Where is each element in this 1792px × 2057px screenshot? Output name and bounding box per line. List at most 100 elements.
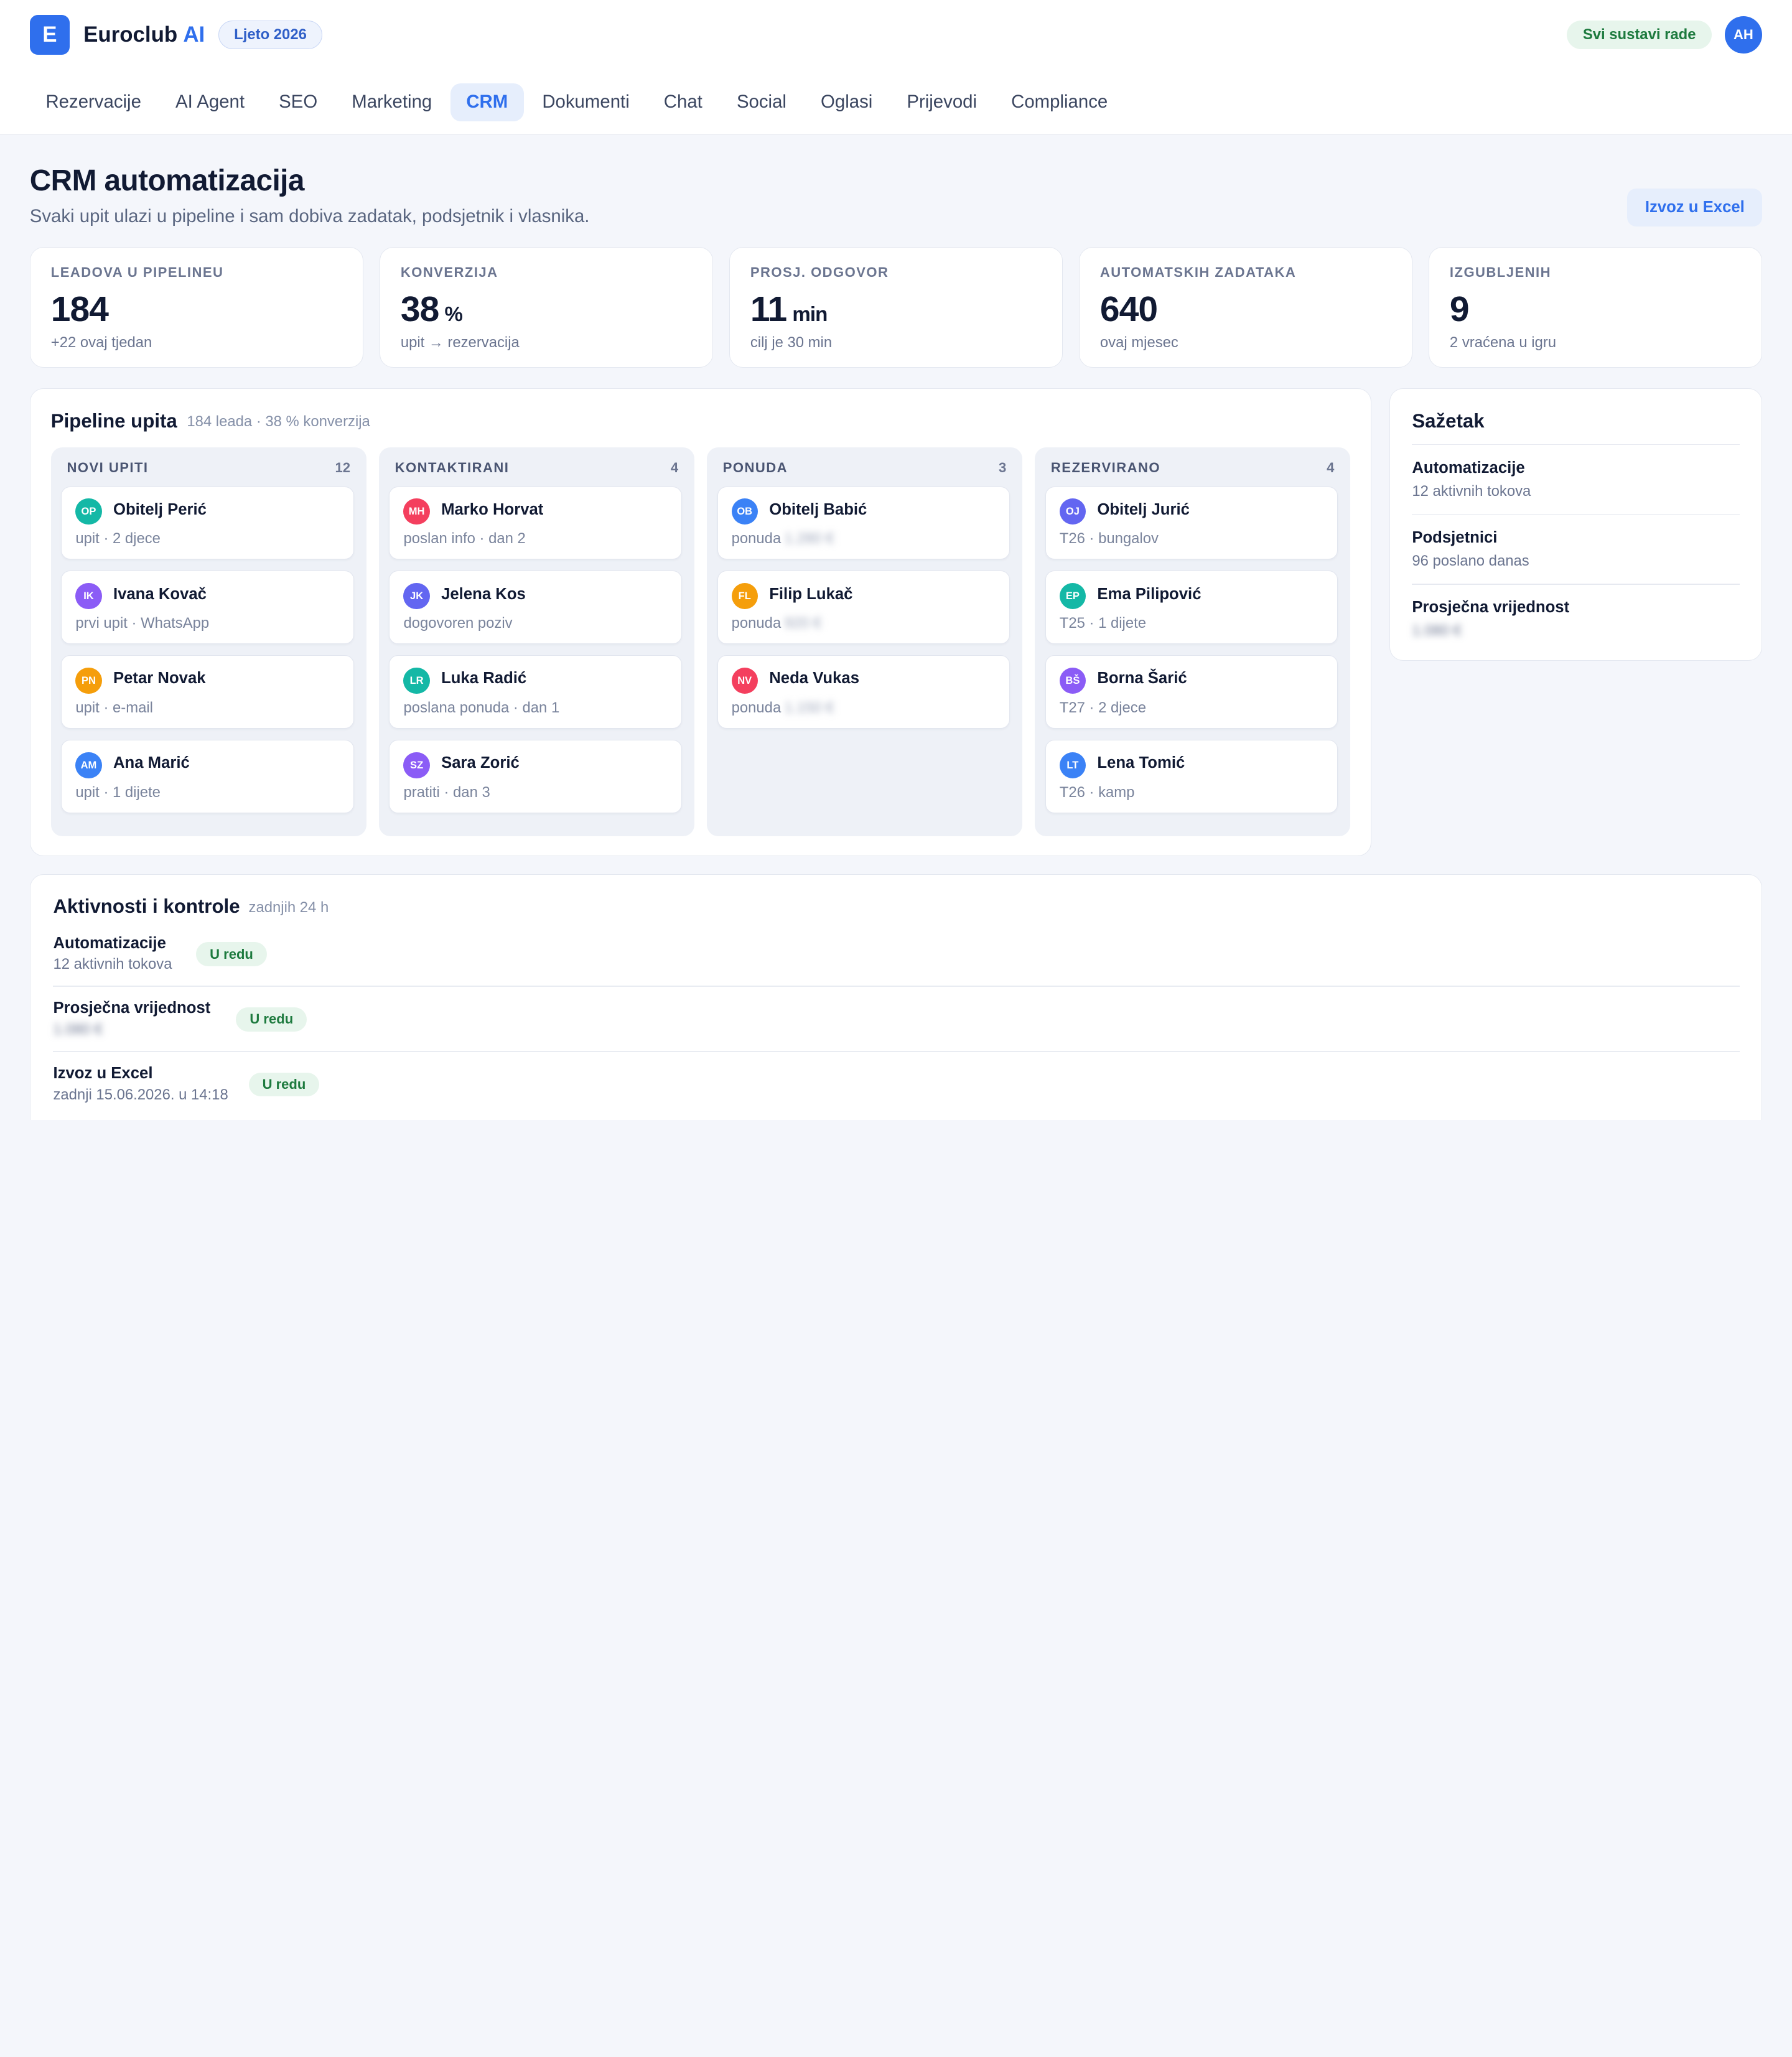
stat-card-lost: IZGUBLJENIH 9 2 vraćena u igru — [1428, 246, 1763, 368]
stat-label: AUTOMATSKIH ZADATAKA — [1099, 264, 1297, 281]
activity-row-title: Automatizacije — [53, 934, 166, 952]
activity-row-detail: 1.080 € — [53, 1021, 103, 1038]
activity-panel: Aktivnosti i kontrole zadnjih 24 h Autom… — [29, 874, 1763, 1120]
summary-panel: Sažetak Automatizacije 12 aktivnih tokov… — [1389, 388, 1763, 661]
lead-card[interactable]: NV Neda Vukas ponuda 1.150 € — [717, 655, 1010, 729]
lead-detail: poslana ponuda · dan 1 — [403, 699, 560, 717]
status-badge: U redu — [236, 1007, 307, 1032]
lead-name: Jelena Kos — [441, 585, 526, 603]
hidden-value: 1.280 € — [784, 530, 834, 548]
page-subtitle: Svaki upit ulazi u pipeline i sam dobiva… — [29, 205, 590, 226]
stat-note: cilj je 30 min — [750, 334, 833, 352]
pipeline-column-kontaktirani: KONTAKTIRANI 4 MH Marko Horvat poslan in… — [378, 447, 694, 836]
column-count: 3 — [999, 460, 1007, 476]
lead-card[interactable]: EP Ema Pilipović T25 · 1 dijete — [1045, 571, 1338, 645]
pipeline-column-rezervirano: REZERVIRANO 4 OJ Obitelj Jurić T26 · bun… — [1035, 447, 1351, 836]
lead-card[interactable]: BŠ Borna Šarić T27 · 2 djece — [1045, 655, 1338, 729]
lead-name: Obitelj Perić — [113, 500, 207, 518]
lead-avatar: JK — [403, 582, 430, 610]
stat-label: IZGUBLJENIH — [1449, 264, 1551, 281]
column-title: NOVI UPITI — [67, 460, 149, 476]
stat-note: +22 ovaj tjedan — [50, 334, 152, 352]
column-count: 12 — [335, 460, 351, 476]
lead-detail: dogovoren poziv — [403, 615, 513, 632]
lead-detail: ponuda 1.280 € — [731, 530, 834, 548]
brand-name: Euroclub — [83, 22, 178, 47]
lead-name: Petar Novak — [113, 669, 206, 688]
lead-card[interactable]: PN Petar Novak upit · e-mail — [61, 655, 354, 729]
lead-name: Filip Lukač — [769, 585, 853, 603]
stat-value: 9 — [1449, 289, 1470, 329]
tab-dokumenti[interactable]: Dokumenti — [542, 91, 630, 113]
lead-detail: prvi upit · WhatsApp — [75, 615, 210, 632]
brand[interactable]: E Euroclub AI Ljeto 2026 — [29, 14, 322, 55]
season-badge[interactable]: Ljeto 2026 — [218, 21, 322, 49]
lead-detail: ponuda 920 € — [731, 615, 822, 632]
stat-note: 2 vraćena u igru — [1449, 334, 1557, 352]
tab-ai-agent[interactable]: AI Agent — [175, 91, 245, 113]
divider — [53, 1050, 1740, 1052]
lead-card[interactable]: LR Luka Radić poslana ponuda · dan 1 — [389, 655, 682, 729]
lead-card[interactable]: IK Ivana Kovač prvi upit · WhatsApp — [61, 571, 354, 645]
export-excel-button[interactable]: Izvoz u Excel — [1627, 189, 1763, 226]
stat-card-response: PROSJ. ODGOVOR 11 min cilj je 30 min — [729, 246, 1063, 368]
lead-card[interactable]: LT Lena Tomić T26 · kamp — [1045, 740, 1338, 813]
lead-avatar: PN — [75, 667, 102, 694]
tab-compliance[interactable]: Compliance — [1011, 91, 1108, 113]
lead-detail: T26 · kamp — [1059, 784, 1135, 801]
pipeline-column-ponuda: PONUDA 3 OB Obitelj Babić ponuda 1.280 € … — [707, 447, 1022, 836]
lead-name: Ana Marić — [113, 754, 190, 772]
stat-note: ovaj mjesec — [1099, 334, 1178, 352]
activity-row-title: Izvoz u Excel — [53, 1064, 153, 1082]
lead-card[interactable]: OP Obitelj Perić upit · 2 djece — [61, 486, 354, 560]
tab-social[interactable]: Social — [736, 91, 786, 113]
lead-card[interactable]: AM Ana Marić upit · 1 dijete — [61, 740, 354, 813]
lead-detail: T26 · bungalov — [1059, 530, 1159, 548]
lead-card[interactable]: FL Filip Lukač ponuda 920 € — [717, 571, 1010, 645]
activity-meta: zadnjih 24 h — [248, 898, 329, 916]
lead-avatar: AM — [75, 752, 102, 778]
lead-card[interactable]: SZ Sara Zorić pratiti · dan 3 — [389, 740, 682, 813]
hidden-value: 1.150 € — [784, 699, 834, 717]
lead-name: Luka Radić — [441, 669, 527, 688]
column-count: 4 — [1327, 460, 1335, 476]
column-count: 4 — [670, 460, 679, 476]
tab-seo[interactable]: SEO — [279, 91, 318, 113]
lead-detail: upit · 2 djece — [75, 530, 161, 548]
lead-card[interactable]: MH Marko Horvat poslan info · dan 2 — [389, 486, 682, 560]
lead-avatar: EP — [1059, 582, 1086, 610]
status-badge: U redu — [248, 1072, 320, 1097]
lead-card[interactable]: OJ Obitelj Jurić T26 · bungalov — [1045, 486, 1338, 560]
lead-card[interactable]: OB Obitelj Babić ponuda 1.280 € — [717, 486, 1010, 560]
lead-avatar: BŠ — [1059, 667, 1086, 694]
stat-label: LEADOVA U PIPELINEU — [50, 264, 224, 281]
tab-prijevodi[interactable]: Prijevodi — [907, 91, 978, 113]
activity-row-detail: zadnji 15.06.2026. u 14:18 — [53, 1086, 228, 1103]
lead-detail: T27 · 2 djece — [1059, 699, 1147, 717]
tab-rezervacije[interactable]: Rezervacije — [45, 91, 141, 113]
tab-marketing[interactable]: Marketing — [352, 91, 432, 113]
summary-item-detail: 1.080 € — [1412, 622, 1462, 640]
user-avatar[interactable]: AH — [1724, 16, 1763, 54]
lead-avatar: NV — [731, 667, 758, 694]
lead-card[interactable]: JK Jelena Kos dogovoren poziv — [389, 571, 682, 645]
tab-chat[interactable]: Chat — [663, 91, 702, 113]
lead-avatar: MH — [403, 498, 430, 525]
summary-item-title: Automatizacije — [1412, 459, 1525, 477]
column-title: KONTAKTIRANI — [394, 460, 510, 476]
lead-avatar: LR — [403, 667, 430, 694]
stat-value: 38% — [400, 289, 463, 329]
lead-avatar: OJ — [1059, 498, 1086, 525]
tab-oglasi[interactable]: Oglasi — [821, 91, 873, 113]
stat-value: 184 — [50, 289, 109, 329]
lead-detail: ponuda 1.150 € — [731, 699, 834, 717]
pipeline-panel: Pipeline upita 184 leada · 38 % konverzi… — [29, 388, 1372, 856]
lead-name: Lena Tomić — [1097, 754, 1185, 772]
lead-avatar: OP — [75, 498, 102, 525]
lead-detail: upit · 1 dijete — [75, 784, 161, 801]
tab-crm[interactable]: CRM — [450, 83, 524, 121]
lead-name: Obitelj Babić — [769, 500, 867, 518]
pipeline-meta: 184 leada · 38 % konverzija — [187, 413, 370, 431]
hidden-value: 920 € — [784, 615, 822, 632]
system-status-badge: Svi sustavi rade — [1567, 21, 1712, 49]
